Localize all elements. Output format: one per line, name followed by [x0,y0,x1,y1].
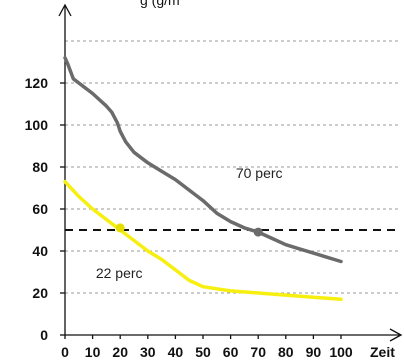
x-tick-label: 20 [112,344,128,360]
top-label: g (g/m [140,0,180,8]
y-tick-label: 100 [25,117,49,133]
x-tick-label: 40 [168,344,184,360]
y-tick-label: 0 [40,327,48,343]
y-tick-label: 60 [32,201,48,217]
x-tick-label: 80 [278,344,294,360]
y-tick-label: 120 [25,75,49,91]
marker-point-2 [253,227,263,237]
series-line-2 [63,179,343,302]
marker-point-1 [115,223,125,233]
x-tick-label: 60 [223,344,239,360]
y-axis-arrow [58,3,72,17]
marker-layer [115,223,263,237]
series-line-1 [63,56,343,264]
x-axis-arrow [389,328,403,342]
axes-layer: 0 20 40 60 80 100 120 0 10 20 30 40 50 60 70 80 90 100 [25,3,403,360]
x-tick-label: 90 [306,344,322,360]
y-tick-label: 20 [32,285,48,301]
grid-layer [65,40,400,294]
x-tick-label: 0 [61,344,69,360]
x-axis-title: Zeit [370,344,395,360]
label-layer: 22 perc 70 perc [96,165,283,281]
x-tick-label: 100 [329,344,353,360]
x-tick-label: 70 [250,344,266,360]
x-tick-label: 30 [140,344,156,360]
y-tick-label: 40 [32,243,48,259]
series-layer [63,56,343,302]
annotation-label-2: 70 perc [236,165,283,181]
y-tick-label: 80 [32,159,48,175]
x-tick-label: 50 [195,344,211,360]
x-tick-label: 10 [85,344,101,360]
annotation-label-1: 22 perc [96,265,143,281]
